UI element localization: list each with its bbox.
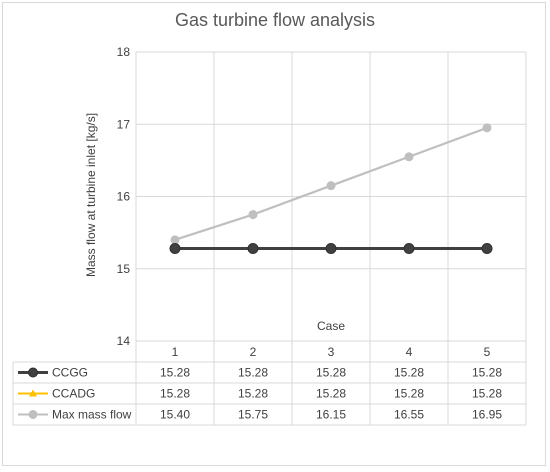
legend-key-marker xyxy=(28,410,38,419)
chart-title: Gas turbine flow analysis xyxy=(175,10,375,30)
y-tick-label: 14 xyxy=(117,334,131,348)
legend-label: Max mass flow xyxy=(52,408,132,422)
data-point xyxy=(404,152,414,162)
table-cell-value: 15.28 xyxy=(472,366,502,380)
x-tick-label: 2 xyxy=(250,345,257,359)
legend-key-marker xyxy=(28,367,38,378)
y-tick-label: 17 xyxy=(117,117,131,131)
x-tick-label: 1 xyxy=(172,345,179,359)
data-point xyxy=(248,210,258,220)
table-cell-value: 15.40 xyxy=(160,408,190,422)
table-cell-value: 15.28 xyxy=(394,366,424,380)
y-tick-label: 18 xyxy=(117,45,131,59)
y-axis-label: Mass flow at turbine inlet [kg/s] xyxy=(84,113,98,277)
table-cell-value: 15.28 xyxy=(316,366,346,380)
data-point xyxy=(247,243,259,255)
data-point xyxy=(403,243,415,255)
table-cell-value: 15.28 xyxy=(472,387,502,401)
legend-key-marker xyxy=(29,389,37,397)
data-point xyxy=(169,243,181,255)
legend-label: CCGG xyxy=(52,366,88,380)
x-tick-label: 5 xyxy=(484,345,491,359)
table-cell-value: 15.28 xyxy=(238,366,268,380)
y-axis-ticks: 14 15 16 17 18 xyxy=(117,45,131,348)
data-point xyxy=(481,243,493,255)
table-cell-value: 15.75 xyxy=(238,408,268,422)
data-point xyxy=(326,181,336,191)
table-cell-value: 15.28 xyxy=(160,366,190,380)
legend-label: CCADG xyxy=(52,387,95,401)
data-point xyxy=(325,243,337,255)
data-table: 1 2 3 4 5 CCGG 15.28 15.28 15.28 15.28 15.28 CCADG 1… xyxy=(12,341,527,426)
data-point xyxy=(170,235,180,245)
grid-layer xyxy=(135,51,527,342)
y-tick-label: 15 xyxy=(117,262,131,276)
x-tick-label: 3 xyxy=(328,345,335,359)
table-cell-value: 15.28 xyxy=(238,387,268,401)
y-tick-label: 16 xyxy=(117,190,131,204)
table-cell-value: 15.28 xyxy=(160,387,190,401)
chart-frame xyxy=(2,2,546,466)
table-cell-value: 16.55 xyxy=(394,408,424,422)
x-axis-label: Case xyxy=(317,319,345,333)
table-cell-value: 15.28 xyxy=(316,387,346,401)
table-cell-value: 16.15 xyxy=(316,408,346,422)
table-cell-value: 15.28 xyxy=(394,387,424,401)
x-tick-label: 4 xyxy=(406,345,413,359)
series-layer xyxy=(169,123,493,255)
table-cell-value: 16.95 xyxy=(472,408,502,422)
data-point xyxy=(482,123,492,133)
